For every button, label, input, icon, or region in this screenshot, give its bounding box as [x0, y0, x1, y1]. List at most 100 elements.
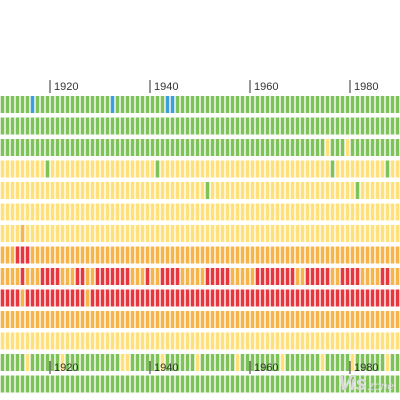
heatmap-cell — [115, 332, 120, 350]
heatmap-cell — [225, 289, 230, 307]
heatmap-cell — [180, 354, 185, 371]
heatmap-row — [0, 311, 400, 328]
heatmap-cell — [5, 289, 10, 307]
heatmap-cell — [15, 289, 20, 307]
heatmap-cell — [85, 117, 90, 135]
heatmap-cell — [230, 289, 235, 307]
heatmap-cell — [185, 117, 190, 135]
heatmap-cell — [30, 375, 35, 393]
heatmap-cell — [40, 289, 45, 307]
heatmap-cell — [385, 311, 390, 328]
heatmap-cell — [165, 160, 170, 178]
heatmap-cell — [300, 268, 305, 285]
heatmap-cell — [240, 182, 245, 199]
heatmap-cell — [15, 246, 20, 264]
heatmap-cell — [135, 375, 140, 393]
heatmap-cell — [160, 375, 165, 393]
heatmap-cell — [330, 289, 335, 307]
heatmap-cell — [240, 96, 245, 113]
heatmap-cell — [305, 225, 310, 242]
heatmap-cell — [345, 139, 350, 156]
heatmap-cell — [40, 96, 45, 113]
heatmap-cell — [370, 139, 375, 156]
heatmap-cell — [275, 117, 280, 135]
heatmap-cell — [165, 117, 170, 135]
heatmap-cell — [150, 332, 155, 350]
heatmap-cell — [140, 332, 145, 350]
heatmap-cell — [175, 182, 180, 199]
heatmap-cell — [335, 182, 340, 199]
heatmap-cell — [190, 225, 195, 242]
heatmap-cell — [105, 117, 110, 135]
heatmap-cell — [135, 182, 140, 199]
x-axis-bottom: 1920 1940 1960 1980 — [49, 361, 378, 374]
heatmap-cell — [320, 375, 325, 393]
heatmap-cell — [325, 96, 330, 113]
heatmap-cell — [245, 96, 250, 113]
heatmap-cell — [200, 311, 205, 328]
heatmap-cell — [5, 225, 10, 242]
heatmap-cell — [90, 117, 95, 135]
heatmap-cell — [85, 268, 90, 285]
heatmap-cell — [355, 268, 360, 285]
heatmap-cell — [125, 117, 130, 135]
heatmap-cell — [355, 246, 360, 264]
heatmap-cell — [380, 203, 385, 221]
heatmap-cell — [195, 182, 200, 199]
heatmap-cell — [240, 375, 245, 393]
heatmap-cell — [210, 160, 215, 178]
heatmap-cell — [175, 225, 180, 242]
heatmap-cell — [305, 332, 310, 350]
heatmap-cell — [35, 354, 40, 371]
heatmap-cell — [375, 117, 380, 135]
heatmap-cell — [15, 203, 20, 221]
heatmap-cell — [145, 354, 150, 371]
heatmap-cell — [220, 225, 225, 242]
heatmap-cell — [40, 268, 45, 285]
heatmap-cell — [25, 225, 30, 242]
heatmap-cell — [60, 182, 65, 199]
heatmap-cell — [95, 289, 100, 307]
heatmap-cell — [245, 289, 250, 307]
heatmap-cell — [175, 289, 180, 307]
heatmap-cell — [0, 332, 5, 350]
heatmap-cell — [295, 225, 300, 242]
heatmap-cell — [330, 268, 335, 285]
heatmap-cell — [235, 375, 240, 393]
heatmap-cell — [305, 203, 310, 221]
heatmap-cell — [145, 311, 150, 328]
heatmap-cell — [345, 375, 350, 393]
heatmap-cell — [50, 289, 55, 307]
heatmap-cell — [110, 268, 115, 285]
heatmap-cell — [225, 225, 230, 242]
heatmap-cell — [385, 117, 390, 135]
heatmap-cell — [85, 354, 90, 371]
heatmap-cell — [370, 117, 375, 135]
heatmap-cell — [135, 139, 140, 156]
heatmap-cell — [155, 354, 160, 371]
heatmap-cell — [240, 139, 245, 156]
heatmap-cell — [145, 96, 150, 113]
watermark-sub-text: zone — [367, 379, 394, 393]
heatmap-cell — [25, 289, 30, 307]
heatmap-cell — [345, 160, 350, 178]
heatmap-cell — [285, 182, 290, 199]
heatmap-cell — [220, 375, 225, 393]
heatmap-cell — [95, 203, 100, 221]
heatmap-cell — [95, 375, 100, 393]
heatmap-cell — [85, 375, 90, 393]
heatmap-cell — [50, 332, 55, 350]
heatmap-cell — [160, 203, 165, 221]
heatmap-cell — [275, 311, 280, 328]
heatmap-cell — [185, 268, 190, 285]
heatmap-cell — [355, 182, 360, 199]
heatmap-cell — [365, 225, 370, 242]
heatmap-cell — [55, 96, 60, 113]
heatmap-cell — [45, 203, 50, 221]
heatmap-cell — [245, 311, 250, 328]
heatmap-cell — [25, 96, 30, 113]
x-tick-label-bottom: 1980 — [354, 362, 378, 374]
heatmap-cell — [385, 354, 390, 371]
heatmap-cell — [340, 375, 345, 393]
heatmap-cell — [95, 117, 100, 135]
